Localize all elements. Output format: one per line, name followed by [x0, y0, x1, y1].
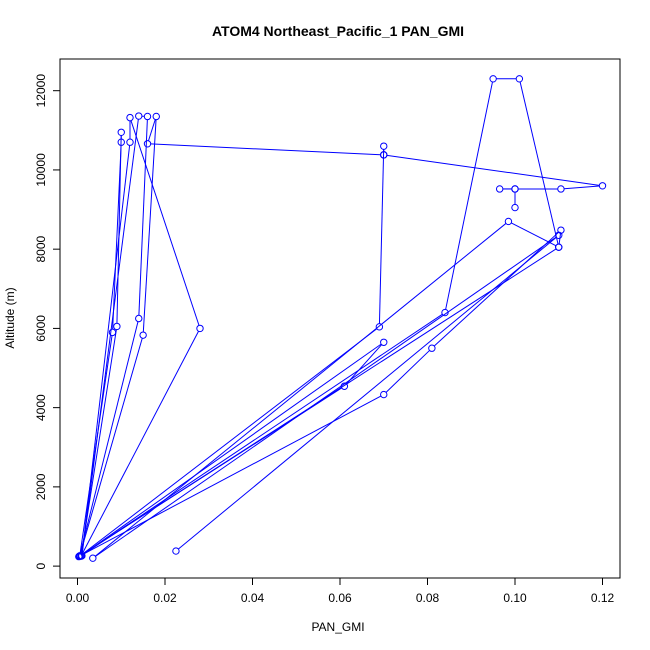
- data-point: [557, 226, 565, 234]
- data-point: [126, 113, 134, 122]
- y-tick-label: 0: [34, 562, 48, 569]
- data-point: [504, 217, 513, 226]
- series-segment: [386, 154, 600, 186]
- series-segment: [385, 350, 430, 393]
- data-point: [89, 554, 97, 562]
- series-segment: [79, 335, 113, 554]
- data-point: [489, 75, 497, 83]
- data-point: [340, 382, 349, 390]
- y-tick-label: 10000: [34, 153, 48, 187]
- data-point: [135, 112, 143, 120]
- series-segment: [564, 185, 600, 190]
- series-segment: [519, 81, 559, 245]
- data-point: [143, 112, 152, 121]
- data-point: [511, 203, 519, 212]
- data-point: [152, 112, 160, 121]
- series-segment: [79, 321, 139, 553]
- data-point: [135, 314, 143, 323]
- series-segment: [346, 344, 382, 385]
- data-point: [515, 75, 524, 83]
- data-point: [117, 128, 125, 136]
- data-point: [380, 338, 388, 346]
- data-point: [557, 185, 565, 193]
- series-layer: [75, 75, 607, 562]
- data-point: [495, 185, 504, 193]
- data-point: [172, 547, 180, 555]
- x-tick-label: 0.00: [66, 591, 90, 605]
- data-point: [380, 390, 388, 399]
- data-point: [598, 182, 607, 190]
- data-point: [428, 344, 436, 352]
- series-segment: [112, 145, 122, 330]
- x-tick-label: 0.10: [503, 591, 527, 605]
- x-tick-label: 0.08: [416, 591, 440, 605]
- y-tick-label: 4000: [34, 394, 48, 421]
- series-segment: [433, 231, 559, 347]
- series-segment: [82, 331, 199, 554]
- data-point: [555, 243, 563, 251]
- series-segment: [178, 236, 557, 550]
- data-point: [143, 140, 152, 148]
- y-tick-label: 8000: [34, 235, 48, 262]
- series-segment: [138, 119, 148, 316]
- data-point: [380, 151, 388, 159]
- y-tick-label: 2000: [34, 473, 48, 500]
- series-segment: [80, 338, 143, 553]
- series-segment: [150, 143, 381, 156]
- chart-title: ATOM4 Northeast_Pacific_1 PAN_GMI: [212, 23, 464, 39]
- data-point: [375, 323, 384, 331]
- y-axis-label: Altitude (m): [3, 287, 17, 348]
- data-point: [511, 185, 519, 193]
- series-segment: [83, 313, 443, 555]
- series-segment: [147, 119, 156, 141]
- data-point: [380, 142, 388, 150]
- x-tick-label: 0.04: [241, 591, 265, 605]
- data-point: [75, 552, 84, 560]
- series-segment: [82, 248, 557, 555]
- data-point: [139, 331, 147, 339]
- x-tick-label: 0.06: [328, 591, 352, 605]
- series-segment: [81, 395, 382, 556]
- data-point: [113, 322, 121, 331]
- series-segment: [81, 328, 378, 555]
- series-segment: [80, 329, 117, 554]
- series-segment: [445, 81, 493, 310]
- series-segment: [142, 119, 157, 332]
- series-segment: [95, 236, 557, 557]
- y-tick-label: 6000: [34, 315, 48, 342]
- series-segment: [83, 343, 382, 555]
- x-axis-label: PAN_GMI: [311, 620, 364, 634]
- data-point: [196, 324, 204, 333]
- data-point: [108, 328, 117, 337]
- x-axis-ticks: 0.00 0.02 0.04 0.06 0.08 0.10 0.12: [66, 578, 615, 605]
- series-segment: [378, 149, 385, 324]
- x-tick-label: 0.12: [591, 591, 615, 605]
- data-point: [441, 308, 449, 317]
- data-point: [126, 138, 134, 146]
- series-segment: [81, 119, 139, 553]
- y-axis-ticks: 0 2000 4000 6000 8000 10000 12000: [34, 74, 60, 569]
- y-tick-label: 12000: [34, 74, 48, 108]
- series-segment: [130, 120, 200, 326]
- data-point: [117, 138, 125, 146]
- series-segment: [511, 222, 557, 247]
- x-tick-label: 0.02: [153, 591, 177, 605]
